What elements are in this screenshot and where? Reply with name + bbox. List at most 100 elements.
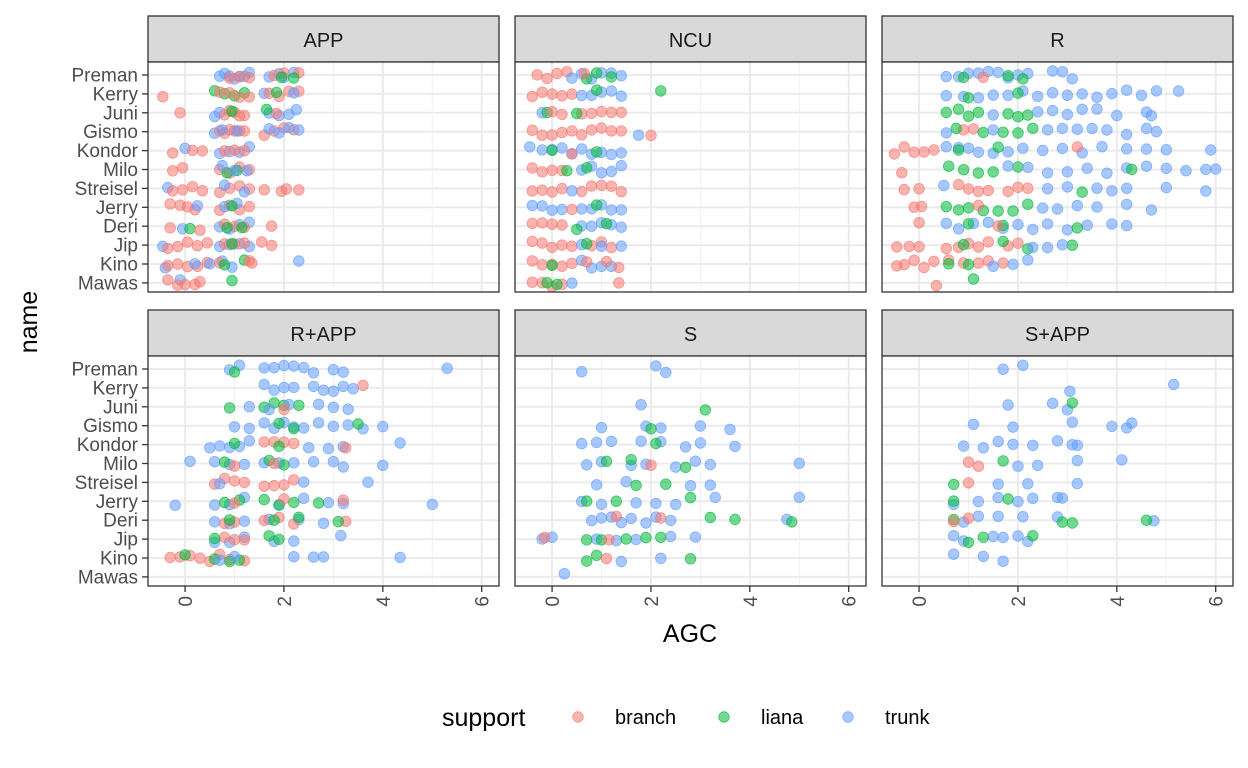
data-point-branch xyxy=(546,164,558,177)
data-point-branch xyxy=(228,460,241,472)
data-point-branch xyxy=(962,183,975,195)
data-point-trunk xyxy=(1012,460,1024,472)
data-point-trunk xyxy=(243,435,256,447)
data-point-trunk xyxy=(1041,218,1054,230)
data-point-trunk xyxy=(615,555,628,568)
data-point-branch xyxy=(1002,185,1014,198)
data-point-trunk xyxy=(615,204,628,216)
data-point-branch xyxy=(201,237,214,249)
data-point-branch xyxy=(595,179,608,192)
facet-panel-r: R xyxy=(881,15,1234,293)
facet-strip xyxy=(514,15,867,63)
legend-key xyxy=(842,711,854,723)
data-point-liana xyxy=(268,514,280,526)
x-tick-label: 2 xyxy=(1009,596,1030,607)
data-point-branch xyxy=(337,494,350,506)
data-point-trunk xyxy=(1031,106,1044,118)
y-tick-label: Mawas xyxy=(78,567,138,588)
data-point-trunk xyxy=(635,399,647,411)
data-point-trunk xyxy=(977,442,990,454)
data-point-trunk xyxy=(1027,241,1039,254)
data-point-trunk xyxy=(1051,203,1064,215)
data-point-liana xyxy=(332,515,345,528)
data-point-trunk xyxy=(987,89,999,101)
x-tick-label: 4 xyxy=(374,596,395,607)
data-point-trunk xyxy=(997,531,1009,544)
data-point-liana xyxy=(260,103,273,116)
data-point-trunk xyxy=(967,418,980,431)
data-point-branch xyxy=(556,126,568,139)
data-point-liana xyxy=(223,402,236,414)
data-point-trunk xyxy=(347,383,359,395)
y-tick-label: Kondor xyxy=(77,141,139,162)
x-tick-label: 0 xyxy=(543,596,564,607)
facet-strip-label: S+APP xyxy=(1025,324,1090,346)
data-point-liana xyxy=(551,278,563,291)
data-point-trunk xyxy=(1061,224,1074,236)
data-point-trunk xyxy=(1046,397,1059,410)
data-point-branch xyxy=(218,531,231,544)
data-point-branch xyxy=(265,239,278,252)
data-point-trunk xyxy=(1056,122,1069,135)
data-point-branch xyxy=(908,254,920,266)
x-axis-title: AGC xyxy=(663,620,717,648)
data-point-trunk xyxy=(605,435,618,448)
data-point-branch xyxy=(191,239,204,252)
data-point-trunk xyxy=(982,216,995,229)
data-point-branch xyxy=(243,255,256,267)
data-point-liana xyxy=(275,71,288,84)
data-point-trunk xyxy=(1071,123,1084,135)
x-tick-label: 6 xyxy=(1207,596,1228,607)
facet-panels: APPPremanKerryJuniGismoKondorMiloStreise… xyxy=(71,15,1234,607)
data-point-liana xyxy=(967,273,980,285)
data-point-branch xyxy=(952,178,965,191)
data-point-trunk xyxy=(441,362,453,375)
data-point-trunk xyxy=(307,551,320,563)
data-point-branch xyxy=(265,220,278,232)
y-tick-label: Gismo xyxy=(83,122,138,143)
data-point-liana xyxy=(972,167,985,179)
data-point-trunk xyxy=(268,384,280,396)
data-point-branch xyxy=(605,180,618,192)
data-point-trunk xyxy=(213,554,226,566)
x-tick-label: 0 xyxy=(910,596,931,607)
data-point-trunk xyxy=(1012,218,1024,231)
data-point-branch xyxy=(581,256,593,268)
data-point-liana xyxy=(1017,73,1029,85)
data-point-branch xyxy=(181,236,194,248)
data-point-liana xyxy=(581,162,593,174)
data-point-trunk xyxy=(972,146,985,158)
data-point-branch xyxy=(238,476,251,489)
data-point-branch xyxy=(595,105,608,118)
data-point-trunk xyxy=(293,124,305,136)
data-point-branch xyxy=(186,180,199,193)
data-point-trunk xyxy=(635,435,647,447)
data-point-branch xyxy=(613,277,625,289)
data-point-trunk xyxy=(670,461,682,473)
legend-key xyxy=(572,711,584,723)
data-point-trunk xyxy=(1061,166,1074,178)
data-point-trunk xyxy=(1200,163,1212,176)
data-point-trunk xyxy=(679,441,692,453)
data-point-branch xyxy=(243,91,256,103)
facet-strip xyxy=(881,15,1234,63)
data-point-trunk xyxy=(605,165,618,178)
data-point-trunk xyxy=(1066,439,1079,451)
data-point-liana xyxy=(957,163,970,176)
data-point-trunk xyxy=(1120,198,1133,211)
panel-border xyxy=(881,355,1234,587)
data-point-trunk xyxy=(940,127,953,139)
data-point-liana xyxy=(278,459,290,471)
data-point-trunk xyxy=(394,437,406,449)
data-point-liana xyxy=(258,493,270,506)
y-tick-label: Gismo xyxy=(83,416,138,437)
data-point-trunk xyxy=(1200,185,1212,197)
data-point-liana xyxy=(288,496,300,509)
data-point-branch xyxy=(915,200,928,213)
data-point-liana xyxy=(655,531,667,544)
data-point-trunk xyxy=(977,550,990,563)
data-point-trunk xyxy=(1061,108,1074,121)
data-point-branch xyxy=(982,184,995,197)
data-point-trunk xyxy=(307,367,320,379)
data-point-trunk xyxy=(263,403,275,416)
